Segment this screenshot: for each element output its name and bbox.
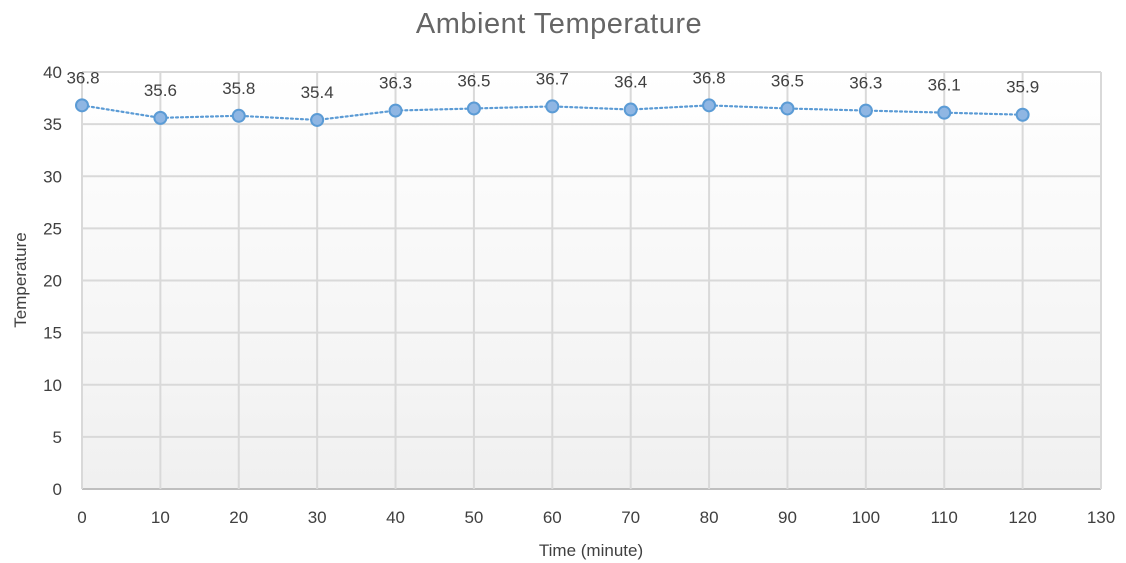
data-label: 36.3 — [849, 74, 882, 93]
data-label: 35.4 — [301, 83, 334, 102]
x-tick-label: 30 — [308, 508, 327, 527]
data-point — [780, 101, 795, 116]
y-tick-label: 35 — [43, 115, 62, 134]
grid-lines — [81, 71, 1102, 490]
data-labels: 36.8 35.6 35.8 35.4 36.3 36.5 36.7 36.4 36.8 36.5… — [66, 68, 1039, 102]
data-point — [858, 103, 873, 118]
data-point — [545, 99, 560, 114]
data-point — [466, 101, 481, 116]
x-tick-label: 10 — [151, 508, 170, 527]
y-tick-label: 15 — [43, 324, 62, 343]
chart-title: Ambient Temperature — [416, 8, 702, 40]
y-tick-label: 40 — [43, 63, 62, 82]
data-label: 36.4 — [614, 73, 647, 92]
y-tick-label: 10 — [43, 376, 62, 395]
y-axis-title: Temperature — [11, 232, 30, 327]
x-tick-label: 120 — [1008, 508, 1036, 527]
x-tick-label: 0 — [77, 508, 86, 527]
x-tick-label: 100 — [852, 508, 880, 527]
data-point — [702, 98, 717, 113]
x-tick-label: 90 — [778, 508, 797, 527]
data-point — [75, 98, 89, 113]
data-point — [153, 110, 168, 125]
data-label: 35.8 — [222, 79, 255, 98]
data-label: 36.8 — [693, 68, 726, 87]
x-tick-label: 50 — [464, 508, 483, 527]
x-tick-label: 80 — [700, 508, 719, 527]
series-temperature — [75, 98, 1030, 127]
data-point — [623, 102, 638, 117]
x-tick-label: 130 — [1087, 508, 1115, 527]
data-label: 35.9 — [1006, 78, 1039, 97]
data-point — [231, 108, 246, 123]
data-label: 36.5 — [771, 71, 804, 90]
data-label: 36.5 — [457, 71, 490, 90]
data-point — [388, 103, 403, 118]
data-label: 36.1 — [928, 76, 961, 95]
data-label: 36.3 — [379, 74, 412, 93]
x-axis-title: Time (minute) — [539, 541, 643, 560]
y-tick-label: 0 — [53, 480, 62, 499]
y-tick-label: 20 — [43, 272, 62, 291]
data-label: 36.7 — [536, 69, 569, 88]
x-tick-label: 70 — [621, 508, 640, 527]
y-tick-label: 30 — [43, 167, 62, 186]
x-tick-label: 110 — [931, 508, 958, 527]
data-point — [1015, 107, 1030, 122]
data-point — [310, 112, 325, 127]
data-label: 35.6 — [144, 81, 177, 100]
data-point — [937, 105, 952, 120]
y-tick-label: 5 — [53, 428, 62, 447]
y-tick-label: 25 — [43, 219, 62, 238]
x-tick-label: 40 — [386, 508, 405, 527]
tick-labels: 0 5 10 15 20 25 30 35 40 0 10 20 30 40 50 60 70 80 90 100 11… — [43, 63, 1115, 527]
x-tick-label: 60 — [543, 508, 562, 527]
data-label: 36.8 — [66, 68, 99, 87]
x-tick-label: 20 — [229, 508, 248, 527]
